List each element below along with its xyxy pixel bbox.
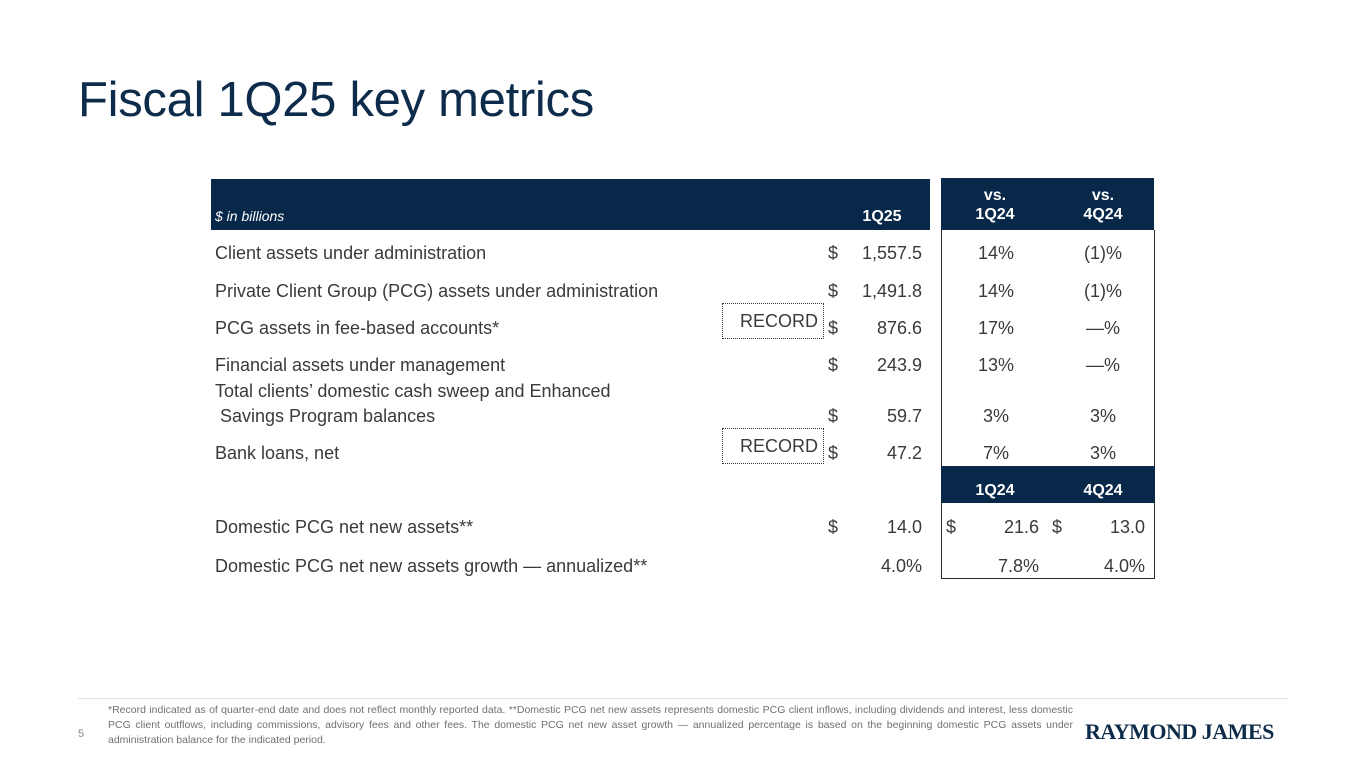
row-change-vs-4q24: 3% bbox=[1089, 443, 1116, 463]
subheader-1q24: 1Q24 bbox=[975, 482, 1015, 499]
row-label: Client assets under administration bbox=[215, 243, 487, 263]
footer-divider bbox=[78, 698, 1288, 699]
table-header-bar bbox=[211, 179, 930, 230]
nna-subheader-bar bbox=[941, 466, 1155, 503]
row-dollar-sign: $ bbox=[828, 406, 839, 426]
row-label: Bank loans, net bbox=[215, 443, 340, 463]
nna-value-1q25: 14.0 bbox=[886, 517, 922, 537]
nna-value-1q24: 21.6 bbox=[1003, 517, 1039, 537]
nna-dollar-sign-1q24: $ bbox=[946, 517, 957, 537]
row-value-1q25: 1,491.8 bbox=[861, 281, 922, 301]
column-header-vs-4q24: vs. 4Q24 bbox=[1058, 186, 1148, 224]
page-title: Fiscal 1Q25 key metrics bbox=[78, 73, 594, 127]
raymond-james-logo: RAYMOND JAMES bbox=[1085, 719, 1274, 744]
row-dollar-sign: $ bbox=[828, 281, 839, 301]
row-label: PCG assets in fee-based accounts* bbox=[215, 318, 500, 338]
page-number: 5 bbox=[78, 728, 85, 740]
row-value-1q25: 876.6 bbox=[876, 318, 922, 338]
row-value-1q25: 59.7 bbox=[886, 406, 922, 426]
column-header-period: 4Q24 bbox=[1083, 206, 1123, 223]
nna-dollar-sign-4q24: $ bbox=[1052, 517, 1063, 537]
row-change-vs-1q24: 13% bbox=[977, 355, 1015, 375]
row-change-vs-4q24: —% bbox=[1085, 318, 1120, 338]
row-change-vs-4q24: (1)% bbox=[1083, 243, 1122, 263]
nna-row-label: Domestic PCG net new assets** bbox=[215, 517, 474, 537]
nna-growth-row-label: Domestic PCG net new assets growth — ann… bbox=[215, 556, 648, 576]
row-value-1q25: 243.9 bbox=[876, 355, 922, 375]
row-change-vs-4q24: (1)% bbox=[1083, 281, 1122, 301]
row-dollar-sign: $ bbox=[828, 355, 839, 375]
column-header-vs-1q24: vs. 1Q24 bbox=[950, 186, 1040, 224]
row-change-vs-4q24: —% bbox=[1085, 355, 1120, 375]
row-value-1q25: 1,557.5 bbox=[861, 243, 922, 263]
row-label-line1: Total clients’ domestic cash sweep and E… bbox=[215, 381, 611, 401]
row-label: Financial assets under management bbox=[215, 355, 506, 375]
column-header-vs-label: vs. bbox=[1091, 187, 1115, 204]
nna-dollar-sign: $ bbox=[828, 517, 839, 537]
row-label: Private Client Group (PCG) assets under … bbox=[215, 281, 659, 301]
table-header-comparison-bar bbox=[941, 178, 1154, 230]
row-change-vs-1q24: 17% bbox=[977, 318, 1015, 338]
column-header-1q25: 1Q25 bbox=[862, 208, 902, 225]
comparison-box-outline bbox=[941, 230, 1155, 579]
row-dollar-sign: $ bbox=[828, 318, 839, 338]
row-change-vs-1q24: 7% bbox=[982, 443, 1009, 463]
row-change-vs-1q24: 14% bbox=[977, 281, 1015, 301]
record-badge: RECORD bbox=[722, 428, 824, 464]
row-change-vs-4q24: 3% bbox=[1089, 406, 1116, 426]
subheader-4q24: 4Q24 bbox=[1083, 482, 1123, 499]
footnote: *Record indicated as of quarter-end date… bbox=[108, 704, 1073, 746]
row-dollar-sign: $ bbox=[828, 243, 839, 263]
row-dollar-sign: $ bbox=[828, 443, 839, 463]
record-badge: RECORD bbox=[722, 303, 824, 339]
units-label: $ in billions bbox=[215, 208, 285, 224]
row-change-vs-1q24: 14% bbox=[977, 243, 1015, 263]
row-change-vs-1q24: 3% bbox=[982, 406, 1009, 426]
column-header-period: 1Q24 bbox=[975, 206, 1015, 223]
column-header-vs-label: vs. bbox=[983, 187, 1007, 204]
nna-growth-1q24: 7.8% bbox=[997, 556, 1039, 576]
row-label-line2: Savings Program balances bbox=[220, 406, 436, 426]
nna-growth-4q24: 4.0% bbox=[1103, 556, 1145, 576]
row-value-1q25: 47.2 bbox=[886, 443, 922, 463]
nna-value-4q24: 13.0 bbox=[1109, 517, 1145, 537]
nna-growth-1q25: 4.0% bbox=[880, 556, 922, 576]
